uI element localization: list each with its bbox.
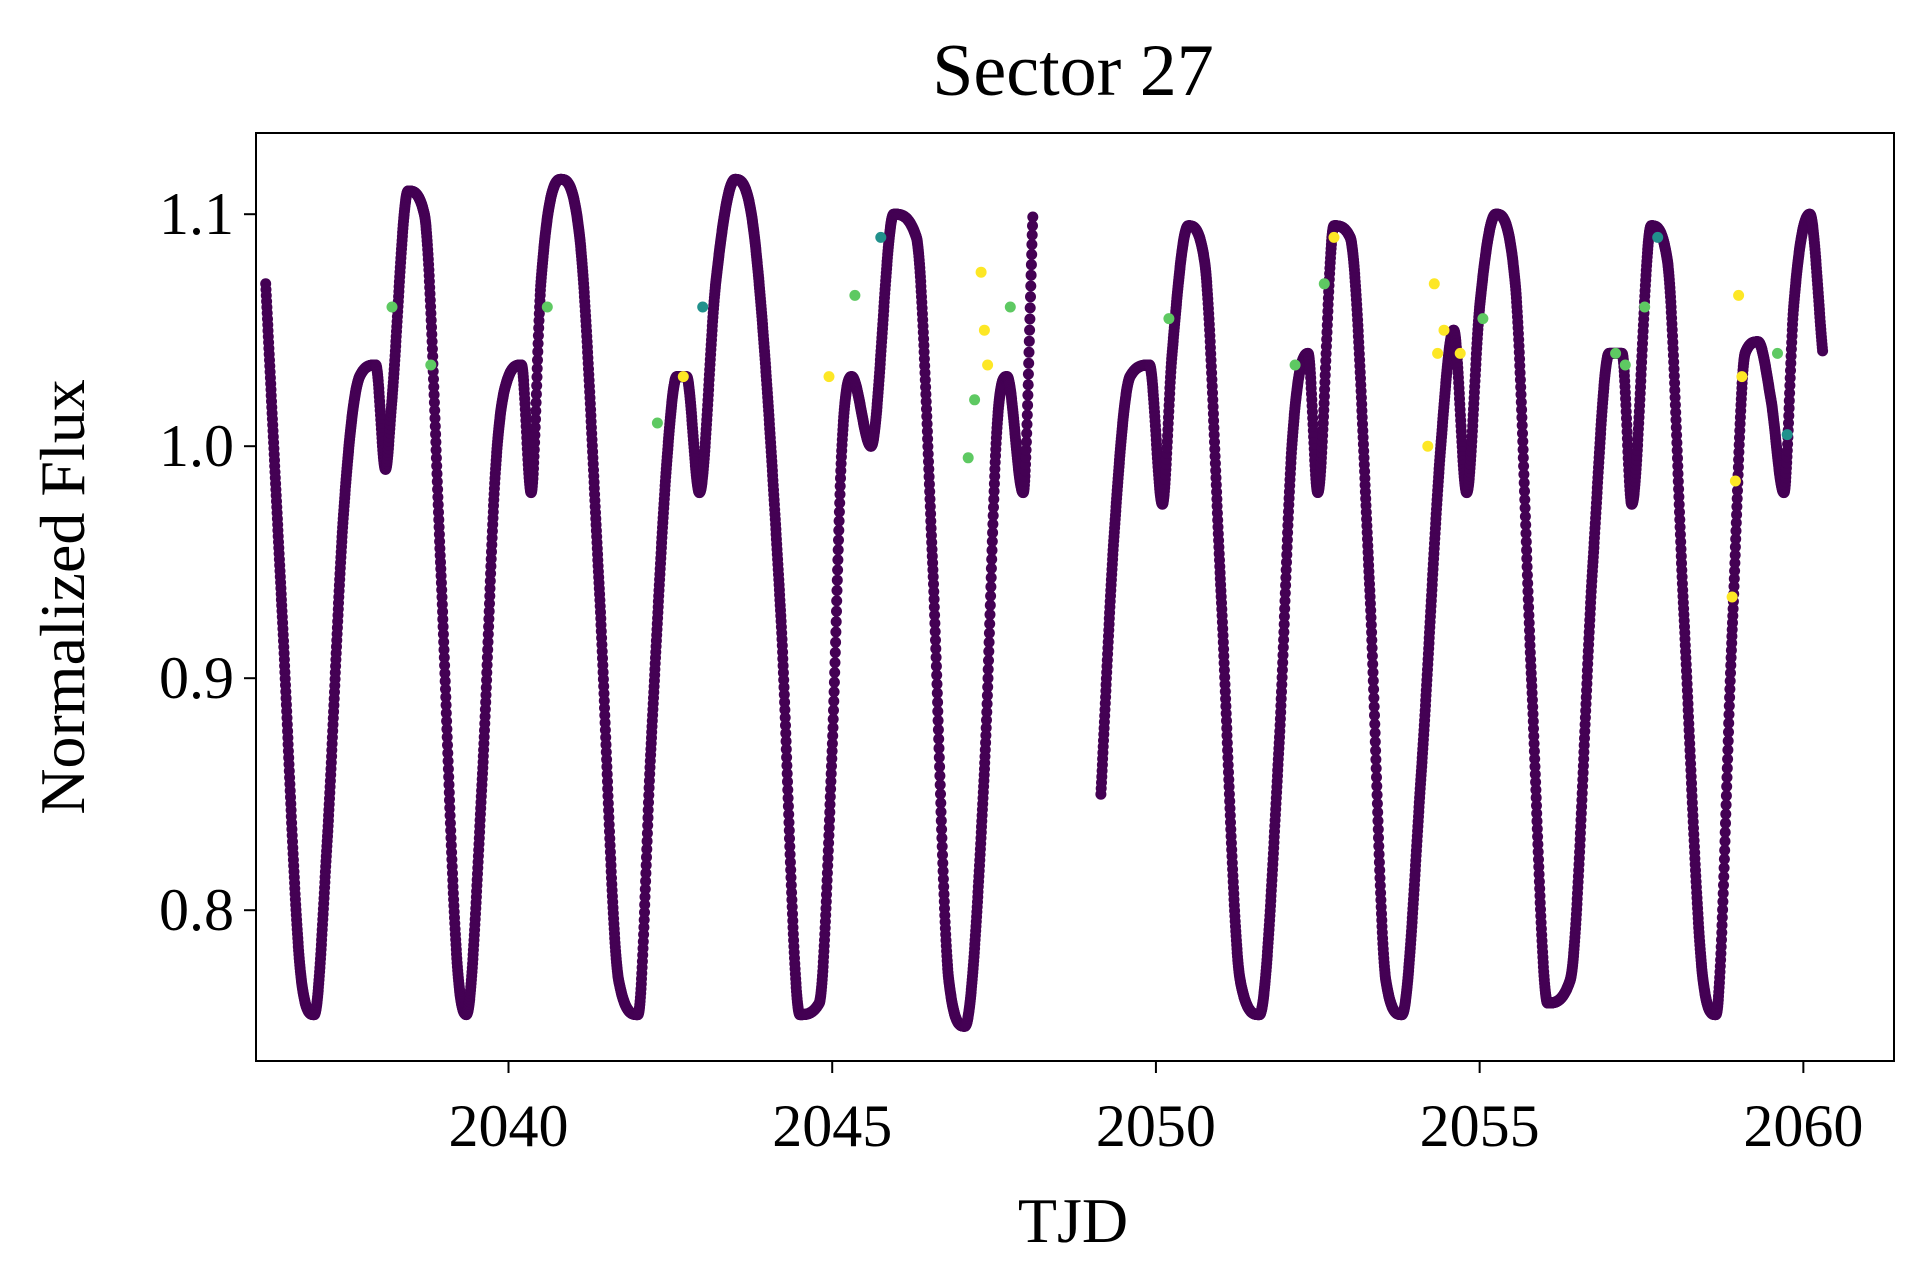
flux-point bbox=[439, 675, 451, 687]
flux-point bbox=[432, 483, 444, 495]
flux-point bbox=[1025, 291, 1036, 303]
flux-point bbox=[532, 346, 544, 358]
flux-point bbox=[440, 707, 452, 719]
flux-point bbox=[831, 574, 843, 586]
flux-point bbox=[431, 476, 443, 488]
flux-point bbox=[437, 628, 449, 640]
flux-point bbox=[438, 652, 450, 663]
flux-point bbox=[530, 388, 542, 400]
flux-point bbox=[431, 460, 443, 472]
flux-point bbox=[441, 723, 453, 735]
flux-point bbox=[831, 585, 843, 596]
flux-point bbox=[441, 731, 453, 743]
flux-point bbox=[829, 657, 841, 669]
flux-point bbox=[439, 659, 451, 671]
flux-point bbox=[1023, 357, 1035, 369]
flux-point bbox=[530, 397, 542, 409]
flux-point bbox=[1023, 335, 1035, 347]
flux-point bbox=[443, 771, 455, 783]
flux-point bbox=[1025, 280, 1037, 292]
flux-point bbox=[482, 636, 494, 648]
flux-point bbox=[429, 420, 441, 432]
flux-point bbox=[829, 667, 841, 678]
flux-point bbox=[444, 794, 455, 806]
flux-point bbox=[428, 397, 440, 408]
flux-point bbox=[429, 404, 441, 416]
flux-point bbox=[1022, 379, 1034, 391]
flux-point bbox=[1022, 389, 1034, 401]
flux-point bbox=[831, 595, 843, 607]
flux-point bbox=[442, 739, 453, 751]
flux-point bbox=[440, 699, 452, 711]
flux-point bbox=[830, 636, 842, 648]
flux-point bbox=[429, 412, 441, 424]
flux-point bbox=[428, 373, 439, 385]
flux-point bbox=[440, 691, 452, 703]
flux-point bbox=[443, 787, 455, 798]
flux-point bbox=[530, 405, 542, 417]
flux-point bbox=[1023, 346, 1035, 358]
flux-point bbox=[1022, 368, 1034, 380]
flux-point bbox=[1022, 399, 1034, 411]
flux-point bbox=[430, 428, 442, 440]
flux-point bbox=[440, 683, 451, 695]
flux-point bbox=[531, 363, 543, 374]
flux-point bbox=[439, 667, 451, 679]
flux-point bbox=[430, 452, 442, 464]
flux-point bbox=[483, 605, 495, 617]
flux-point bbox=[529, 421, 541, 433]
flux-point bbox=[532, 354, 543, 366]
flux-point bbox=[531, 380, 543, 392]
flux-point bbox=[829, 647, 841, 658]
flux-point bbox=[832, 554, 844, 566]
flux-point bbox=[833, 534, 844, 546]
flux-point bbox=[430, 436, 442, 448]
flux-point bbox=[1024, 324, 1036, 336]
plot-area bbox=[260, 173, 1829, 1032]
flux-point bbox=[428, 381, 440, 393]
flux-point bbox=[531, 371, 543, 383]
flux-point bbox=[833, 524, 845, 536]
flux-point bbox=[442, 747, 454, 759]
flux-point bbox=[529, 429, 541, 441]
chart-title: Sector 27 bbox=[932, 30, 1214, 112]
flux-point bbox=[443, 779, 455, 791]
flux-point bbox=[442, 763, 454, 775]
flux-point bbox=[832, 544, 844, 556]
flux-point bbox=[1021, 409, 1033, 421]
flux-point bbox=[431, 468, 443, 480]
flux-point bbox=[442, 755, 454, 767]
flux-point bbox=[830, 616, 842, 628]
flux-point bbox=[530, 413, 541, 425]
flux-point bbox=[438, 644, 450, 656]
flux-point bbox=[828, 686, 840, 698]
flux-point bbox=[428, 389, 440, 401]
flux-point bbox=[483, 621, 495, 633]
flux-point bbox=[438, 636, 450, 648]
flux-point bbox=[1026, 249, 1038, 260]
flux-point bbox=[532, 338, 544, 350]
flux-point bbox=[1024, 313, 1036, 325]
flux-point bbox=[1021, 418, 1033, 430]
flux-point bbox=[441, 715, 453, 727]
flux-point bbox=[481, 651, 493, 663]
flux-point bbox=[1025, 269, 1037, 281]
flux-point bbox=[1025, 259, 1037, 271]
flux-point bbox=[832, 564, 844, 576]
flux-point bbox=[1024, 302, 1036, 314]
flux-point bbox=[430, 444, 442, 456]
flux-point bbox=[831, 605, 842, 617]
flux-point bbox=[482, 628, 494, 640]
flux-point bbox=[1027, 211, 1039, 223]
flux-point bbox=[482, 644, 494, 656]
flux-point bbox=[830, 626, 842, 638]
flux-point bbox=[828, 676, 840, 688]
flux-point bbox=[1026, 239, 1038, 250]
